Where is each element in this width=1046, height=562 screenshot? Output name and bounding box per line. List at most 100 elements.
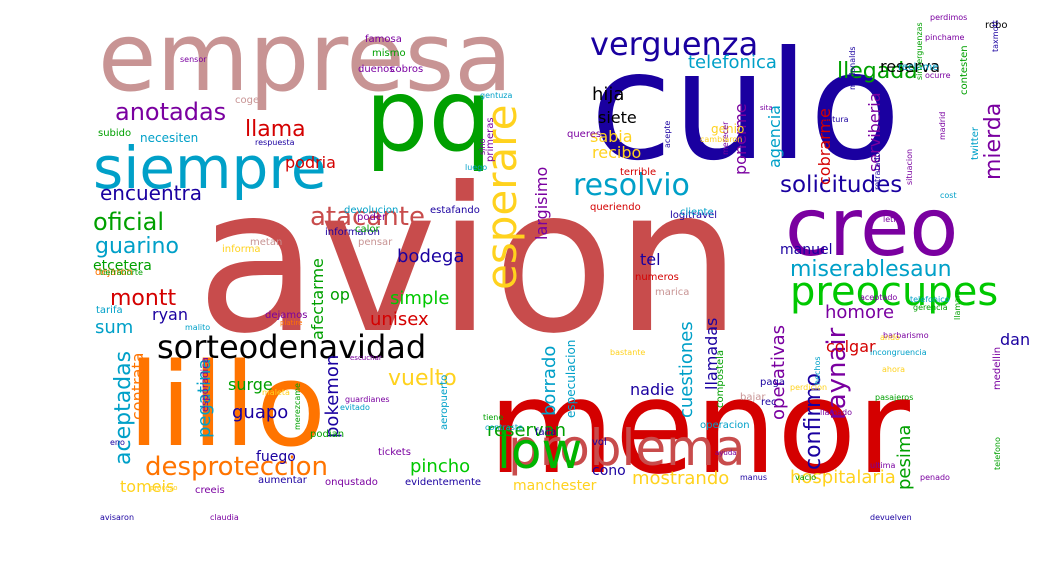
word-calor: calor: [355, 224, 381, 235]
word-tierranorte: tierranorte: [100, 268, 143, 277]
word-telefonica: telefonica: [688, 52, 777, 73]
word-culo: culo: [590, 20, 901, 194]
word-siempre: siempre: [93, 134, 327, 202]
word-creeis: creeis: [195, 485, 225, 496]
word-contrata: contrata: [128, 353, 147, 420]
word-montt: montt: [110, 286, 176, 311]
word-hija: hija: [592, 84, 624, 105]
word-perdicion: perdicion: [790, 383, 827, 392]
word-cobrarme: cobrarme: [815, 108, 834, 185]
word-queres: queres: [567, 129, 601, 140]
word-numeros: numeros: [635, 272, 679, 283]
word-resolvio: resolvio: [573, 168, 690, 203]
word-creo: creo: [785, 181, 958, 274]
word-mostrando: mostrando: [632, 468, 729, 489]
word-devolucion: devolucion: [344, 205, 398, 216]
word-homore: homore: [825, 302, 894, 323]
word-problema: problema: [508, 419, 746, 477]
word-respuesta: respuesta: [255, 138, 295, 147]
word-metan: metan: [250, 237, 282, 248]
word-tickets: tickets: [378, 447, 411, 458]
word-operacion: operacion: [700, 420, 750, 431]
word-terrible: terrible: [620, 167, 656, 178]
word-gerencia: gerencia: [913, 303, 948, 312]
word-evidentemente: evidentemente: [405, 477, 481, 488]
word-guardianes: guardianes: [345, 395, 390, 404]
word-ahora: ahora: [882, 365, 905, 374]
word-tarifa: tarifa: [96, 305, 123, 316]
word-merezcame: merezcame: [293, 383, 302, 430]
word-operativas: operativas: [768, 325, 789, 420]
word-atacante: atacante: [310, 202, 425, 232]
word-manuel: manuel: [780, 242, 832, 258]
word-guapo: guapo: [232, 402, 288, 423]
word-vuelto: vuelto: [388, 366, 457, 391]
word-sensor: sensor: [180, 55, 207, 64]
word-queriendo: queriendo: [590, 202, 641, 213]
word-medellin: medellin: [992, 347, 1003, 390]
word-taxmott: taxmott: [991, 20, 1000, 52]
word-ando: ando: [880, 333, 900, 342]
word-contesten: contesten: [959, 45, 970, 95]
word-platire: platire: [280, 319, 302, 327]
word-cuestiones: cuestiones: [676, 321, 697, 418]
word-situacion: situacion: [905, 149, 914, 185]
word-lillo: lillo: [128, 339, 326, 473]
word-pincho: pincho: [410, 456, 470, 477]
word-merecer: merecer: [721, 121, 730, 155]
word-rec: rec: [761, 397, 777, 408]
word-cobros: cobros: [390, 64, 423, 75]
word-llamadas: llamadas: [702, 318, 721, 390]
word-tiene: tiene: [483, 413, 503, 422]
word-podian: podian: [310, 429, 344, 440]
word-cono: cono: [592, 463, 626, 479]
word-penado: penado: [920, 473, 950, 482]
word-nadie: nadie: [630, 380, 674, 399]
word-pasajeros: pasajeros: [875, 393, 913, 402]
word-mierda: mierda: [981, 103, 1006, 180]
word-mcdonalds: mcdonalds: [848, 46, 857, 90]
word-unisex: unisex: [370, 309, 429, 330]
word-cloud-words: avionculomenorempresalillopqcreosiemprep…: [93, 3, 1030, 522]
word-tel: tel: [640, 250, 661, 269]
word-etcetera: etcetera: [93, 258, 152, 274]
word-pinchame: pinchame: [925, 33, 965, 42]
word-low: low: [497, 422, 582, 480]
word-aeropuerto: aeropuerto: [439, 375, 450, 430]
word-empresa: empresa: [98, 3, 512, 113]
word-solicitudes: solicitudes: [780, 172, 902, 198]
word-ocurre: ocurre: [925, 71, 951, 80]
word-afectarme: afectarme: [308, 258, 327, 340]
word-reserva: reserva: [880, 57, 940, 76]
word-poder: poder: [357, 212, 387, 223]
word-raynair: raynair: [822, 327, 852, 420]
word-escuchar: escuchar: [350, 354, 382, 362]
word-barbarismo: barbarismo: [883, 331, 929, 340]
word-mismo: mismo: [372, 48, 406, 59]
word-duenos: duenos: [358, 64, 395, 75]
word-famosa: famosa: [365, 34, 402, 45]
word-madrid: madrid: [938, 112, 947, 140]
word-reclame: reclame: [898, 62, 938, 73]
word-colgar: colgar: [826, 337, 876, 356]
word-recibo: recibo: [592, 143, 641, 162]
word-llegada: llegada: [837, 59, 918, 84]
word-falla: falla: [535, 427, 556, 438]
word-acepte: acepte: [663, 121, 672, 148]
word-estafando: estafando: [430, 205, 480, 216]
word-reservan: reservan: [487, 420, 566, 441]
word-serviberia: serviberia: [865, 93, 884, 173]
word-agencia: agencia: [765, 105, 784, 168]
word-pesima: pesima: [894, 425, 915, 490]
word-informaron: informaron: [325, 227, 380, 238]
word-largisimo: largisimo: [532, 167, 551, 240]
word-twitter: twitter: [970, 126, 981, 160]
word-perdimos: perdimos: [930, 13, 967, 22]
word-llama: llama: [245, 117, 306, 142]
word-ryan: ryan: [152, 305, 188, 324]
word-avisaron: avisaron: [100, 513, 134, 522]
word-ponerme: ponerme: [731, 103, 750, 175]
word-maleta: maleta: [262, 388, 290, 397]
